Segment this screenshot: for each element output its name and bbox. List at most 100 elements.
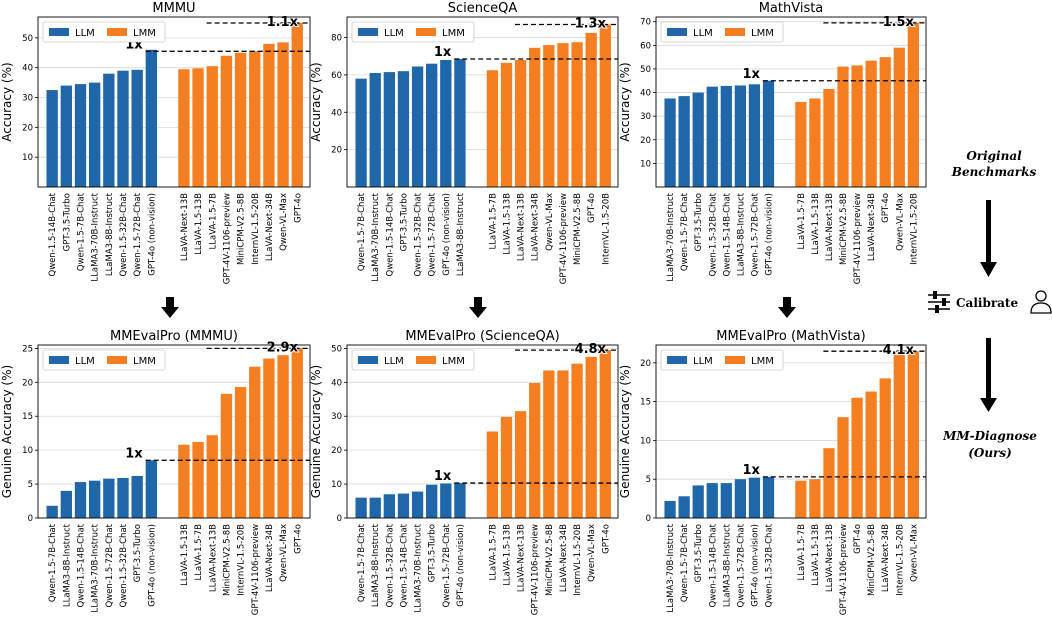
y-tick-label: 10 [22, 446, 33, 456]
category-label: GPT-4o [293, 193, 303, 223]
y-axis-label: Genuine Accuracy (%) [618, 365, 632, 498]
y-tick-label: 0 [646, 514, 651, 524]
axes-frame [655, 344, 927, 519]
bar [60, 85, 72, 187]
y-tick-label: 0 [28, 514, 33, 524]
bar [454, 59, 466, 187]
y-tick-label: 20 [22, 378, 33, 388]
y-axis-label: Genuine Accuracy (%) [0, 365, 14, 498]
down-arrow-2 [469, 297, 487, 318]
bar [543, 45, 555, 188]
bar [664, 98, 676, 187]
legend-label-lmm: LMM [442, 28, 465, 39]
top-multiplier: 2.9x [267, 340, 299, 355]
category-label: GPT-4V-1106-preview [839, 524, 849, 615]
legend-swatch-lmm [416, 356, 436, 364]
bar [206, 435, 218, 518]
category-label: Qwen-1.5-14B-Chat [77, 523, 87, 607]
bar [599, 350, 611, 518]
y-tick-label: 30 [22, 94, 33, 104]
legend-label-llm: LLM [384, 356, 404, 367]
category-label: LLaVA-1.5-7B [797, 193, 807, 250]
bar [823, 89, 835, 187]
category-label: InternVL-1.5-20B [601, 193, 611, 265]
category-label: InternVL-1.5-20B [251, 193, 261, 265]
bar [692, 485, 704, 518]
bar [426, 63, 438, 188]
side-arrow-bottom [980, 338, 997, 412]
bar [557, 370, 569, 518]
legend-label-llm: LLM [693, 356, 713, 367]
chart-panel-2: 20 40 60 80 Qwen-1.5-7B-Chat LLaMA3-70B-Instr… [309, 1, 619, 284]
category-label: Qwen-1.5-7B-Chat [48, 523, 58, 602]
category-label: Qwen-VL-Max [909, 524, 919, 582]
bar [411, 491, 424, 518]
y-tick-label: 10 [640, 436, 651, 446]
bar [426, 484, 438, 518]
bar [74, 482, 87, 518]
bar [249, 51, 261, 187]
category-label: LLaVA-Next-34B [265, 193, 275, 261]
category-label: MiniCPM-V2.5-8B [573, 193, 583, 265]
bar [291, 22, 303, 188]
y-tick-label: 40 [331, 378, 342, 388]
category-label: Qwen-VL-Max [279, 193, 289, 251]
bar [131, 69, 143, 187]
bar [571, 42, 583, 187]
baseline-multiplier: 1x [125, 446, 143, 461]
category-label: Qwen-VL-Max [279, 524, 289, 582]
panel-title: ScienceQA [448, 1, 518, 16]
bar [454, 483, 466, 518]
category-label: LLaVA-Next-13B [208, 524, 218, 592]
side-original-line1: Original [966, 149, 1022, 163]
bar [879, 378, 891, 518]
bar [234, 52, 247, 187]
y-tick-label: 40 [331, 108, 342, 118]
legend-label-llm: LLM [693, 28, 713, 39]
y-axis-label: Accuracy (%) [618, 62, 632, 141]
category-label: LLaVA-Next-13B [825, 193, 835, 261]
category-label: LLaVA-1.5-13B [194, 193, 204, 255]
category-label: LLaVA-1.5-7B [488, 193, 498, 250]
bar [837, 417, 849, 518]
bar [206, 66, 218, 187]
bar [220, 55, 233, 188]
bar [529, 382, 541, 518]
y-tick-label: 15 [22, 412, 33, 422]
category-label: MiniCPM-V2.5-8B [222, 524, 232, 596]
category-label: GPT-4o (non-vision) [456, 524, 466, 607]
panel-title: MMEvalPro (ScienceQA) [405, 329, 559, 344]
legend-swatch-llm [667, 356, 687, 364]
bar [103, 478, 115, 518]
bar [893, 355, 905, 518]
bar [117, 477, 129, 518]
category-label: InternVL-1.5-20B [573, 524, 583, 596]
bar [809, 98, 821, 187]
category-label: LLaMA3-8B-Instruct [105, 192, 115, 276]
category-label: InternVL-1.5-20B [237, 524, 247, 596]
legend-box [42, 21, 166, 43]
baseline-multiplier: 1x [434, 45, 452, 60]
bar [89, 82, 101, 187]
category-label: GPT-4V-1106-preview [531, 524, 541, 615]
y-tick-label: 30 [331, 412, 342, 422]
top-multiplier: 1.3x [575, 16, 607, 31]
bar [500, 62, 513, 188]
bar [706, 86, 718, 187]
legend-box [351, 349, 475, 371]
category-label: MiniCPM-V2.5-8B [839, 193, 849, 265]
bar [585, 32, 597, 187]
legend-label-lmm: LMM [751, 28, 774, 39]
category-label: GPT-3.5-Turbo [399, 193, 409, 251]
category-label: LLaMA3-8B-Instruct [371, 523, 381, 607]
category-label: MiniCPM-V2.5-8B [237, 193, 247, 265]
y-axis-label: Accuracy (%) [309, 62, 323, 141]
category-label: GPT-4V-1106-preview [222, 193, 232, 284]
category-label: GPT-4o [853, 524, 863, 554]
panel-title: MMEvalPro (MMMU) [110, 329, 238, 344]
bar [837, 66, 849, 187]
side-original-benchmarks: Original Benchmarks [951, 149, 1037, 179]
category-label: GPT-3.5-Turbo [62, 193, 72, 251]
category-label: GPT-4o (non-vision) [147, 524, 157, 607]
